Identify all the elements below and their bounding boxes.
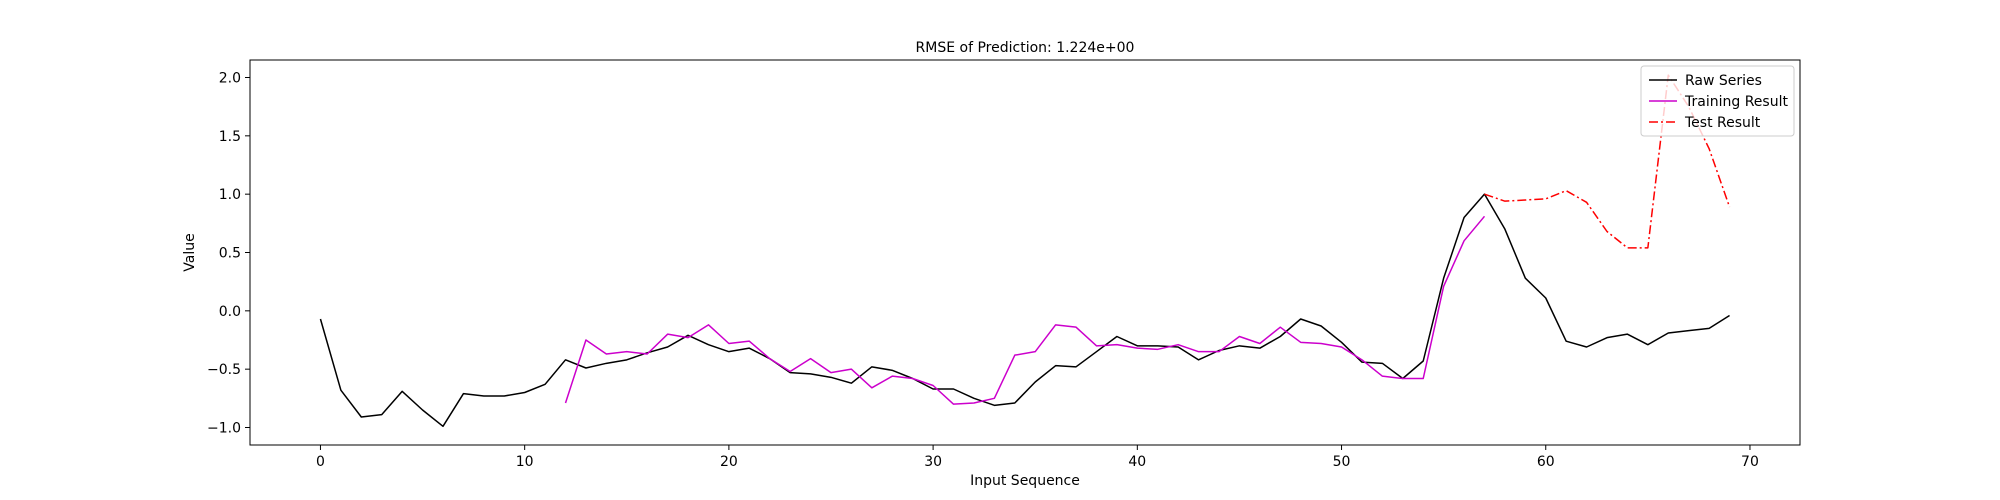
y-tick-label: 0.5: [219, 246, 241, 262]
x-tick-label: 40: [1128, 454, 1146, 470]
y-axis-label: Value: [182, 233, 198, 271]
y-tick-label: −1.0: [207, 421, 241, 437]
y-tick-label: 1.5: [219, 129, 241, 145]
y-tick-label: 0.0: [219, 304, 241, 320]
x-tick-label: 30: [924, 454, 942, 470]
series-layer: [319, 74, 1731, 428]
series-line-raw-series: [319, 193, 1730, 428]
series-line-test-result: [1484, 74, 1731, 249]
legend-box: [1640, 65, 1795, 137]
y-tick-label: 2.0: [219, 71, 241, 87]
x-axis-label: Input Sequence: [970, 473, 1080, 489]
legend-label: Training Result: [1684, 94, 1788, 110]
x-tick-label: 0: [316, 454, 325, 470]
plot-frame: [249, 59, 1801, 446]
ticks-layer: 0 10 20 30 40 50 60 70 −1.0 −0.5 0.0 0.5 1.0 1.5 2.0: [207, 71, 1759, 471]
chart-title: RMSE of Prediction: 1.224e+00: [916, 40, 1135, 56]
legend-label: Test Result: [1684, 115, 1761, 131]
y-tick-label: −0.5: [207, 362, 241, 378]
legend: Raw Series Training Result Test Result: [1640, 65, 1795, 137]
y-tick-label: 1.0: [219, 187, 241, 203]
x-tick-label: 50: [1333, 454, 1351, 470]
x-tick-label: 10: [516, 454, 534, 470]
x-tick-label: 20: [720, 454, 738, 470]
series-line-training-result: [564, 215, 1486, 405]
legend-label: Raw Series: [1685, 73, 1762, 89]
x-tick-label: 70: [1741, 454, 1759, 470]
x-tick-label: 60: [1537, 454, 1555, 470]
